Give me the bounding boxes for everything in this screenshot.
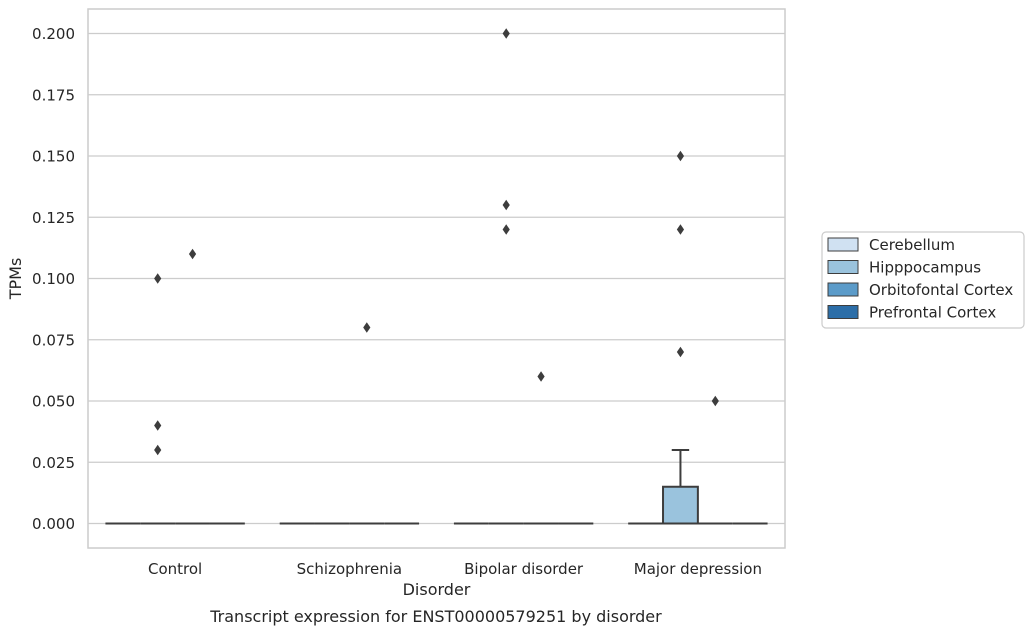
legend-label: Prefrontal Cortex — [869, 304, 996, 322]
x-tick-label: Major depression — [634, 560, 762, 578]
chart-caption: Transcript expression for ENST0000057925… — [209, 607, 662, 626]
outlier-point — [188, 248, 197, 260]
x-axis-label: Disorder — [403, 580, 471, 599]
outlier-point — [502, 224, 510, 235]
legend-label: Hipppocampus — [869, 259, 981, 277]
outlier-point — [154, 273, 162, 284]
legend-swatch — [827, 282, 859, 297]
outlier-point — [711, 395, 719, 407]
y-tick-label: 0.200 — [32, 25, 75, 43]
x-tick-label: Control — [148, 560, 202, 578]
box-hipppocampus — [662, 449, 699, 525]
box-plot-boxes — [105, 449, 768, 525]
outlier-point — [676, 150, 685, 162]
outlier-point — [154, 444, 162, 456]
legend: Cerebellum Hipppocampus Orbitofontal Corte… — [821, 231, 1025, 329]
x-tick-label: Bipolar disorder — [464, 560, 584, 578]
box — [662, 485, 699, 525]
outlier-point — [537, 371, 545, 382]
plot-frame — [87, 8, 786, 549]
y-tick-label: 0.050 — [32, 393, 75, 411]
outlier-point — [502, 199, 510, 211]
legend-swatch — [827, 305, 859, 319]
outlier-point — [502, 28, 510, 39]
outlier-markers — [154, 28, 719, 456]
y-tick-label: 0.175 — [32, 86, 75, 104]
legend-frame — [821, 231, 1025, 329]
outlier-point — [154, 420, 162, 431]
legend-label: Cerebellum — [869, 236, 955, 254]
legend-swatch — [827, 237, 859, 252]
y-tick-label: 0.075 — [32, 331, 75, 349]
legend-label: Orbitofontal Cortex — [869, 281, 1013, 299]
x-tick-label: Schizophrenia — [297, 560, 402, 578]
grid-lines — [88, 32, 785, 525]
y-tick-label: 0.100 — [32, 270, 75, 288]
x-tick-labels: Control Schizophrenia Bipolar disorder Majo… — [148, 560, 762, 578]
outlier-point — [676, 346, 685, 358]
y-axis-label: TPMs — [6, 258, 25, 301]
y-tick-label: 0.150 — [32, 148, 75, 166]
y-tick-label: 0.025 — [32, 454, 75, 472]
y-tick-label: 0.000 — [32, 515, 75, 533]
outlier-point — [676, 224, 685, 235]
y-tick-label: 0.125 — [32, 209, 75, 227]
legend-swatch — [827, 260, 859, 274]
y-tick-labels: 0.000 0.025 0.050 0.075 0.100 0.125 0.150 0.175… — [32, 25, 75, 533]
outlier-point — [363, 322, 371, 333]
